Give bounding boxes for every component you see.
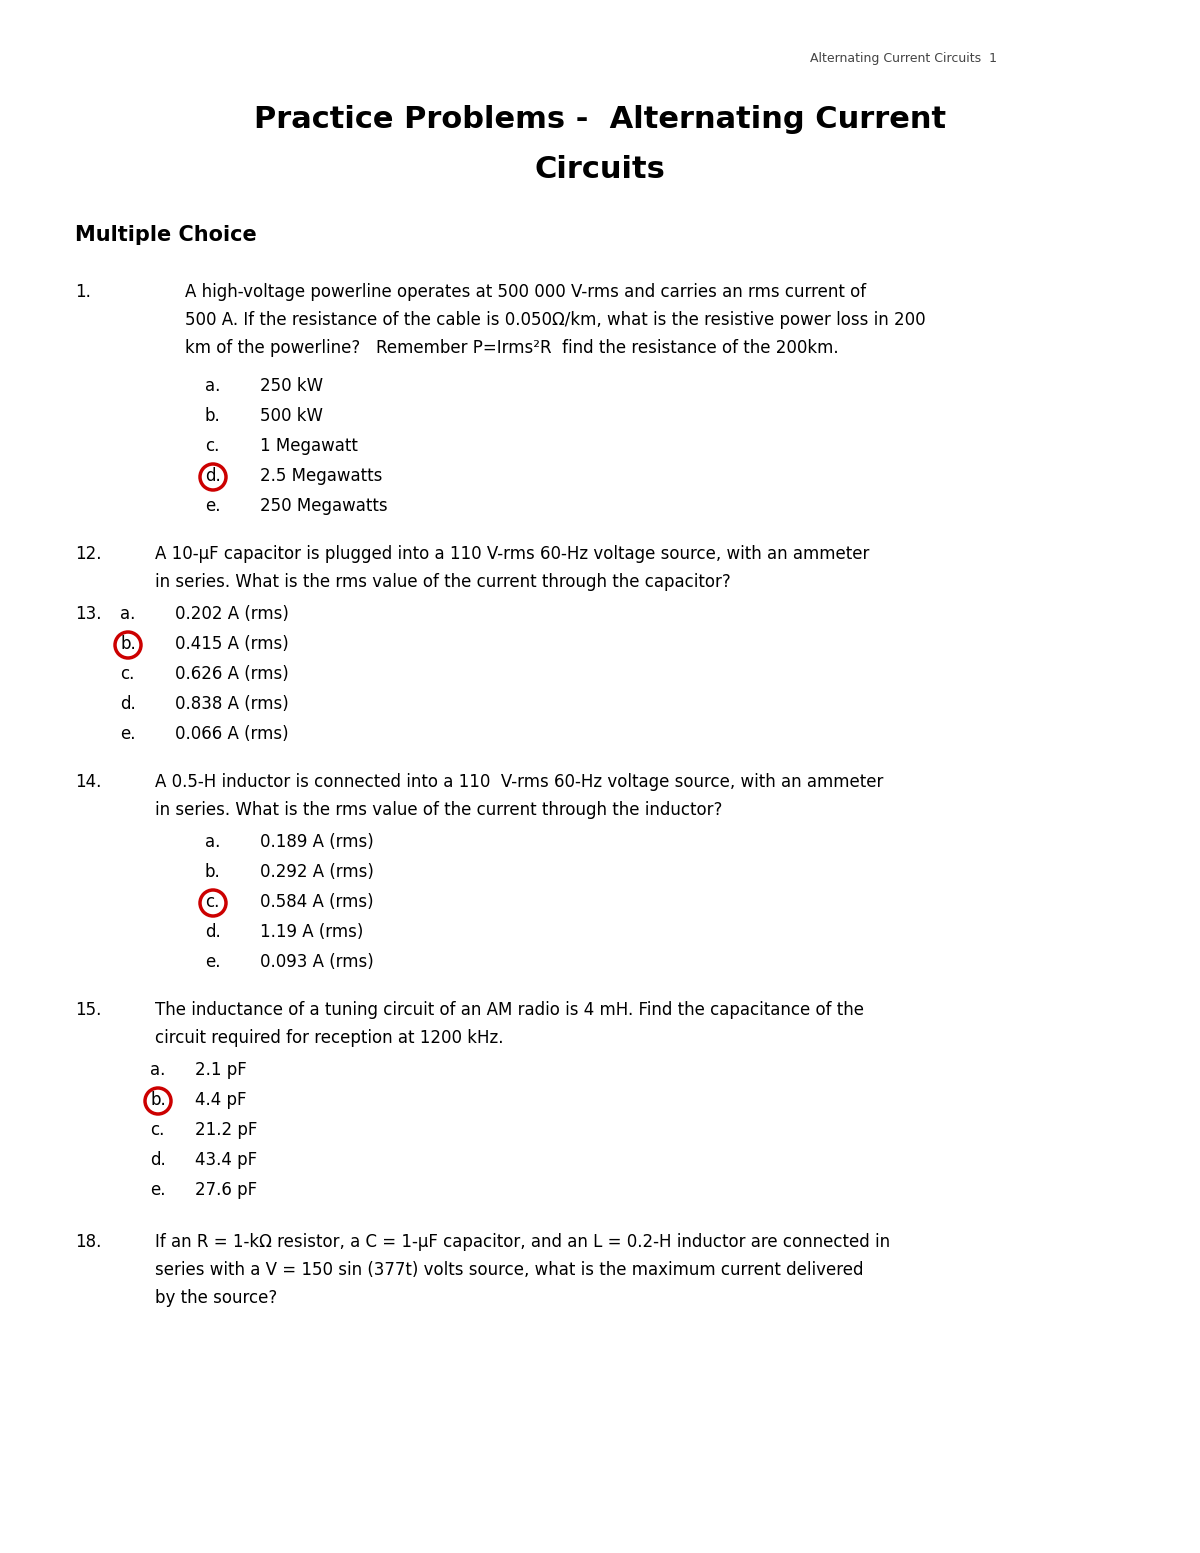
Text: 27.6 pF: 27.6 pF xyxy=(194,1180,257,1199)
Text: b.: b. xyxy=(205,407,221,426)
Text: 250 kW: 250 kW xyxy=(260,377,323,394)
Text: 500 kW: 500 kW xyxy=(260,407,323,426)
Text: d.: d. xyxy=(205,467,221,485)
Text: series with a V = 150 sin (377t) volts source, what is the maximum current deliv: series with a V = 150 sin (377t) volts s… xyxy=(155,1261,864,1280)
Text: If an R = 1-kΩ resistor, a C = 1-μF capacitor, and an L = 0.2-H inductor are con: If an R = 1-kΩ resistor, a C = 1-μF capa… xyxy=(155,1233,890,1252)
Text: circuit required for reception at 1200 kHz.: circuit required for reception at 1200 k… xyxy=(155,1030,504,1047)
Text: 13.: 13. xyxy=(74,606,102,623)
Text: e.: e. xyxy=(120,725,136,742)
Text: by the source?: by the source? xyxy=(155,1289,277,1308)
Text: 1.: 1. xyxy=(74,283,91,301)
Text: b.: b. xyxy=(205,863,221,881)
Text: e.: e. xyxy=(205,954,221,971)
Text: c.: c. xyxy=(120,665,134,683)
Text: The inductance of a tuning circuit of an AM radio is 4 mH. Find the capacitance : The inductance of a tuning circuit of an… xyxy=(155,1002,864,1019)
Text: a.: a. xyxy=(120,606,136,623)
Text: 0.838 A (rms): 0.838 A (rms) xyxy=(175,696,289,713)
Text: 0.292 A (rms): 0.292 A (rms) xyxy=(260,863,374,881)
Text: 12.: 12. xyxy=(74,545,102,564)
Text: c.: c. xyxy=(205,436,220,455)
Text: c.: c. xyxy=(205,893,220,912)
Text: d.: d. xyxy=(120,696,136,713)
Text: e.: e. xyxy=(205,497,221,516)
Text: b.: b. xyxy=(150,1092,166,1109)
Text: 18.: 18. xyxy=(74,1233,101,1252)
Text: 15.: 15. xyxy=(74,1002,101,1019)
Text: 0.415 A (rms): 0.415 A (rms) xyxy=(175,635,289,652)
Text: in series. What is the rms value of the current through the inductor?: in series. What is the rms value of the … xyxy=(155,801,722,818)
Text: d.: d. xyxy=(150,1151,166,1169)
Text: 0.202 A (rms): 0.202 A (rms) xyxy=(175,606,289,623)
Text: 1.19 A (rms): 1.19 A (rms) xyxy=(260,922,364,941)
Text: e.: e. xyxy=(150,1180,166,1199)
Text: 2.5 Megawatts: 2.5 Megawatts xyxy=(260,467,383,485)
Text: 0.066 A (rms): 0.066 A (rms) xyxy=(175,725,289,742)
Text: a.: a. xyxy=(150,1061,166,1079)
Text: 1 Megawatt: 1 Megawatt xyxy=(260,436,358,455)
Text: 43.4 pF: 43.4 pF xyxy=(194,1151,257,1169)
Text: Alternating Current Circuits  1: Alternating Current Circuits 1 xyxy=(810,51,997,65)
Text: 4.4 pF: 4.4 pF xyxy=(194,1092,246,1109)
Text: A 10-μF capacitor is plugged into a 110 V-rms 60-Hz voltage source, with an amme: A 10-μF capacitor is plugged into a 110 … xyxy=(155,545,869,564)
Text: 14.: 14. xyxy=(74,773,101,790)
Text: c.: c. xyxy=(150,1121,164,1138)
Text: a.: a. xyxy=(205,377,221,394)
Text: 21.2 pF: 21.2 pF xyxy=(194,1121,257,1138)
Text: 0.093 A (rms): 0.093 A (rms) xyxy=(260,954,373,971)
Text: b.: b. xyxy=(120,635,136,652)
Text: A high-voltage powerline operates at 500 000 V-rms and carries an rms current of: A high-voltage powerline operates at 500… xyxy=(185,283,866,301)
Text: 0.584 A (rms): 0.584 A (rms) xyxy=(260,893,373,912)
Text: 2.1 pF: 2.1 pF xyxy=(194,1061,247,1079)
Text: 0.189 A (rms): 0.189 A (rms) xyxy=(260,832,373,851)
Text: 250 Megawatts: 250 Megawatts xyxy=(260,497,388,516)
Text: A 0.5-H inductor is connected into a 110  V-rms 60-Hz voltage source, with an am: A 0.5-H inductor is connected into a 110… xyxy=(155,773,883,790)
Text: km of the powerline?   Remember P=Irms²R  find the resistance of the 200km.: km of the powerline? Remember P=Irms²R f… xyxy=(185,339,839,357)
Text: 500 A. If the resistance of the cable is 0.050Ω/km, what is the resistive power : 500 A. If the resistance of the cable is… xyxy=(185,311,925,329)
Text: Practice Problems -  Alternating Current: Practice Problems - Alternating Current xyxy=(254,106,946,134)
Text: in series. What is the rms value of the current through the capacitor?: in series. What is the rms value of the … xyxy=(155,573,731,592)
Text: 0.626 A (rms): 0.626 A (rms) xyxy=(175,665,289,683)
Text: Circuits: Circuits xyxy=(534,155,666,183)
Text: d.: d. xyxy=(205,922,221,941)
Text: a.: a. xyxy=(205,832,221,851)
Text: Multiple Choice: Multiple Choice xyxy=(74,225,257,245)
